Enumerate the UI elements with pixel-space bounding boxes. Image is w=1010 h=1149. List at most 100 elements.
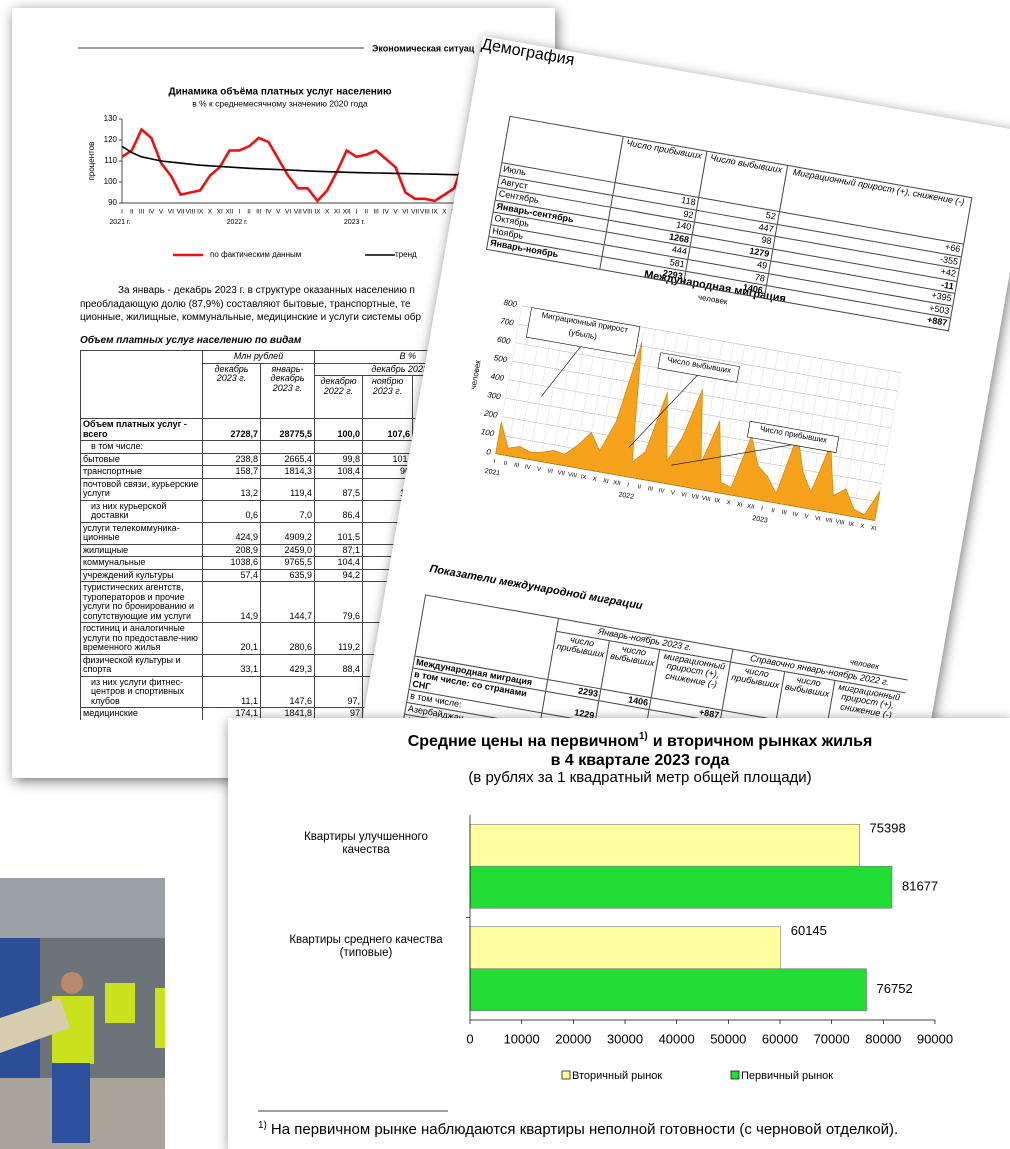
page-housing: Средние цены на первичном1)и вторичном р… [228, 718, 1010, 1149]
photo-image [0, 878, 165, 1149]
x-tick-label: VI [285, 209, 291, 216]
cell: 14,9 [203, 582, 261, 623]
cell: 20,1 [203, 623, 261, 655]
chart-title: Динамика объёма платных услуг населению [169, 86, 392, 98]
x-tick-label: X [208, 209, 213, 216]
footnote-mark: 1) [258, 1120, 267, 1131]
x-tick-label: VII [691, 494, 700, 501]
row-label: из них услуги фитнес-центров и спортивны… [81, 676, 203, 708]
chart-title: Средние цены на первичном1)и вторичном р… [408, 731, 873, 751]
bar [470, 866, 892, 908]
legend-label: тренд [395, 250, 417, 259]
legend-label: Первичный рынок [741, 1070, 833, 1082]
x-tick-label: V [804, 514, 809, 521]
photo-head [61, 972, 83, 994]
cell: 238,8 [203, 453, 261, 466]
x-tick-label: V [159, 209, 164, 216]
data-label: 76752 [877, 981, 913, 996]
footnote: 1) На первичном рынке наблюдаются квартир… [258, 1120, 898, 1138]
x-tick-label: XI [217, 209, 223, 216]
x-tick-label: VIII [186, 209, 196, 216]
y-tick-label: 300 [487, 390, 502, 401]
cell: 635,9 [261, 569, 315, 582]
head-cell: ноябрю 2023 г. [363, 376, 413, 419]
x-tick-label: 40000 [659, 1031, 695, 1046]
x-tick-label: 50000 [710, 1031, 746, 1046]
legend-label: Вторичный рынок [572, 1070, 662, 1082]
x-tick-label: VII [411, 209, 419, 216]
cell: 107,6 [363, 419, 413, 441]
data-label: 81677 [902, 879, 938, 894]
y-tick-label: 800 [503, 298, 518, 309]
x-tick-label: X [726, 500, 731, 507]
y-tick-label: 130 [104, 114, 118, 123]
cell [203, 441, 261, 454]
cell: 97, [315, 676, 363, 708]
row-label: транспортные [81, 466, 203, 479]
x-tick-label: X [442, 209, 447, 216]
x-tick-label: VIII [835, 519, 845, 527]
series-line [122, 130, 464, 201]
y-tick-label: 90 [108, 198, 117, 207]
y-tick-label: 600 [496, 335, 511, 346]
x-tick-label: IV [148, 209, 155, 216]
x-tick-label: I [493, 459, 496, 465]
x-tick-label: VI [168, 209, 174, 216]
row-label: бытовые [81, 453, 203, 466]
category: Квартиры улучшенного качества [280, 831, 460, 871]
y-tick-label: 110 [104, 156, 117, 165]
x-tick-label: XII [747, 504, 756, 511]
x-tick-label: IX [197, 209, 204, 216]
y-tick-label: 100 [104, 177, 118, 186]
row-label: учреждений культуры [81, 569, 203, 582]
x-tick-label: I [238, 209, 240, 216]
x-tick-label: IV [524, 464, 531, 471]
row-label: Объем платных услуг - всего [81, 419, 203, 441]
head-cell: декабрю 2022 г. [315, 376, 363, 419]
chart-title-line2: в 4 квартале 2023 года [551, 752, 730, 769]
x-tick-label: X [592, 476, 597, 483]
photo [0, 878, 165, 1149]
chart-subtitle: в % к среднемесячному значению 2020 года [192, 98, 368, 108]
x-tick-label: 20000 [555, 1031, 591, 1046]
cell: 13,2 [203, 478, 261, 500]
annotation-text: Миграционный прирост (убыль) [527, 308, 639, 351]
cell [315, 441, 363, 454]
x-tick-label: III [139, 209, 145, 216]
footnote-text: На первичном рынке наблюдаются квартиры … [271, 1121, 898, 1138]
head-cell [81, 351, 203, 419]
cell: 94,2 [315, 569, 363, 582]
cell: 99,8 [315, 453, 363, 466]
year-label: 2023 г. [344, 219, 365, 226]
x-tick-label: II [771, 508, 776, 515]
x-tick-label: IX [714, 498, 721, 505]
row-label: туристических агентств, туроператоров и … [81, 582, 203, 623]
x-tick-label: VII [825, 517, 834, 524]
cell: 429,3 [261, 654, 315, 676]
x-tick-label: 80000 [865, 1031, 901, 1046]
cell: 100,0 [315, 419, 363, 441]
category-label: Квартиры среднего качества (типовые) [280, 934, 452, 960]
x-tick-label: II [364, 209, 368, 216]
photo-worker-3 [155, 988, 165, 1048]
x-tick-label: 0 [466, 1031, 473, 1046]
x-tick-label: 70000 [814, 1031, 850, 1046]
head-cell: январь-декабрь 2023 г. [261, 363, 315, 419]
photo-ceiling [0, 878, 165, 938]
annotation-leader [541, 341, 580, 401]
x-tick-label: I [121, 209, 123, 216]
row-label: почтовой связи, курьерские услуги [81, 478, 203, 500]
cell: 147,6 [261, 676, 315, 708]
data-label: 60145 [791, 923, 827, 938]
x-tick-label: IV [265, 209, 272, 216]
x-tick-label: VIII [420, 209, 430, 216]
legend-swatch [731, 1071, 739, 1079]
head-cell: декабрь 2023 г. [203, 363, 261, 419]
x-tick-label: X [325, 209, 330, 216]
year-label: 2022 г. [227, 219, 248, 226]
row-label: медицинские [81, 708, 203, 720]
row-label: физической культуры и спорта [81, 654, 203, 676]
cell: 101, [363, 453, 413, 466]
cell: 7,0 [261, 500, 315, 522]
cell: 208,9 [203, 544, 261, 557]
